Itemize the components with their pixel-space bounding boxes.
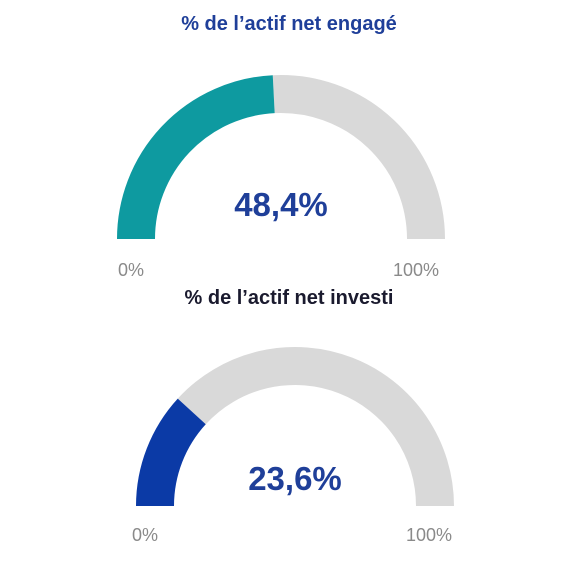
- gauge-min-label: 0%: [118, 260, 145, 280]
- gauge-track: [272, 75, 445, 240]
- gauge-track: [177, 347, 454, 507]
- gauge-fill: [136, 398, 207, 507]
- gauge-value-label: 48,4%: [234, 186, 328, 223]
- gauge-max-label: 100%: [406, 525, 453, 545]
- gauge-engaged: % de l’actif net engagé 48,4% 0% 100%: [117, 13, 445, 280]
- gauge-svg: [136, 347, 454, 507]
- gauge-max-label: 100%: [393, 260, 440, 280]
- gauge-min-label: 0%: [132, 525, 159, 545]
- gauge-fill: [117, 75, 276, 240]
- gauge-invested: % de l’actif net investi 23,6% 0% 100%: [0, 282, 578, 579]
- gauge-title: % de l’actif net investi: [184, 287, 394, 309]
- gauge-svg: [117, 75, 445, 240]
- gauge-title: % de l’actif net engagé: [181, 13, 397, 35]
- gauge-value-label: 23,6%: [248, 460, 342, 497]
